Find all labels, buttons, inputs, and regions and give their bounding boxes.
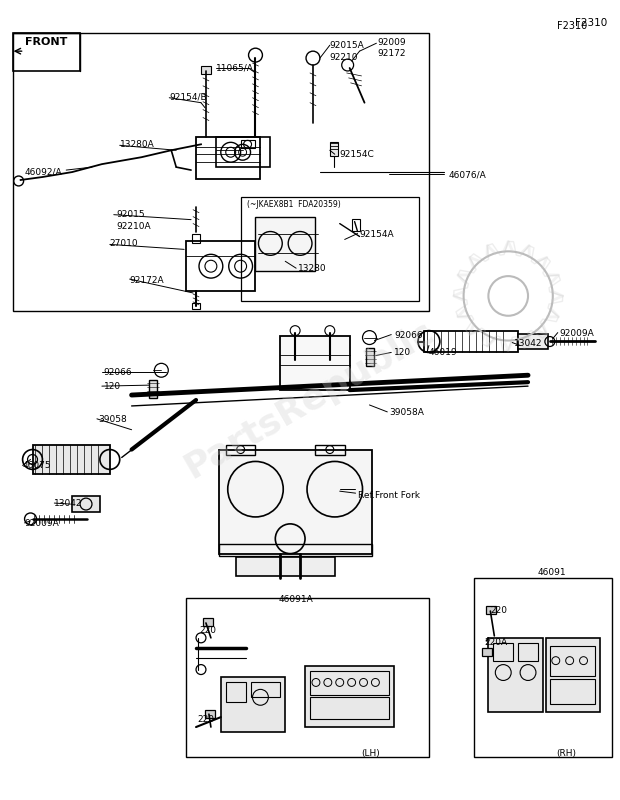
Bar [518, 643, 538, 661]
Bar [305, 666, 394, 727]
Text: FRONT: FRONT [25, 38, 68, 47]
Bar [203, 618, 213, 626]
Bar [424, 330, 518, 353]
Text: 46075: 46075 [22, 462, 51, 470]
Text: 92172A: 92172A [130, 276, 164, 285]
Text: 13042: 13042 [514, 338, 542, 347]
Bar [219, 450, 373, 554]
Text: 120: 120 [394, 349, 411, 358]
Text: 92210: 92210 [330, 53, 358, 62]
Bar [550, 679, 595, 704]
Text: 220: 220 [197, 715, 214, 724]
Text: 92009: 92009 [378, 38, 406, 47]
Text: 13280: 13280 [298, 264, 327, 274]
Bar [255, 217, 315, 271]
Bar [205, 710, 215, 718]
Text: 46091: 46091 [538, 569, 567, 578]
Text: 92154A: 92154A [360, 230, 394, 238]
Text: 27010: 27010 [110, 239, 138, 249]
Bar [186, 598, 429, 757]
Bar [221, 678, 285, 732]
Bar [72, 496, 100, 512]
Bar [489, 638, 543, 712]
Bar [474, 578, 613, 757]
Bar [546, 638, 600, 712]
Bar [494, 643, 513, 661]
Text: 92154C: 92154C [340, 150, 374, 159]
Bar [226, 682, 246, 702]
Bar [236, 557, 335, 577]
Text: 120: 120 [104, 382, 121, 391]
Polygon shape [12, 34, 72, 83]
Text: 92066: 92066 [394, 330, 423, 340]
Bar [315, 445, 345, 454]
Bar [366, 349, 374, 366]
Bar [487, 606, 497, 614]
Bar [482, 648, 492, 656]
Bar [192, 303, 200, 309]
Bar [352, 218, 360, 230]
Bar [310, 670, 389, 695]
Text: (~JKAEX8B1  FDA20359): (~JKAEX8B1 FDA20359) [247, 200, 340, 209]
Text: 46092/A: 46092/A [25, 167, 62, 176]
Text: 13042: 13042 [55, 499, 83, 508]
Text: 92009A: 92009A [560, 329, 595, 338]
Text: (RH): (RH) [556, 749, 576, 758]
Bar [201, 66, 211, 74]
Bar [241, 197, 419, 301]
Bar [186, 242, 255, 291]
Text: 220A: 220A [484, 638, 508, 647]
Bar [280, 335, 350, 390]
Text: 92210A: 92210A [117, 222, 151, 230]
Text: 92154/B: 92154/B [169, 93, 207, 102]
Text: PartsRepublic: PartsRepublic [179, 314, 441, 486]
Bar [149, 380, 157, 398]
Text: 220: 220 [490, 606, 507, 615]
Text: 46019: 46019 [429, 349, 458, 358]
Bar [216, 138, 270, 167]
Bar [550, 646, 595, 675]
Bar [518, 334, 548, 350]
Text: Ref.Front Fork: Ref.Front Fork [358, 491, 420, 500]
Bar [241, 140, 255, 148]
Text: 92009A: 92009A [25, 519, 60, 528]
Bar [192, 234, 200, 243]
Bar [12, 34, 429, 311]
Text: F2310: F2310 [575, 18, 608, 29]
Text: (LH): (LH) [361, 749, 380, 758]
Bar [250, 682, 280, 698]
Text: 11065/A: 11065/A [216, 63, 254, 72]
Text: 39058: 39058 [98, 415, 126, 424]
Bar [310, 698, 389, 719]
Bar [196, 138, 260, 179]
Text: 46076/A: 46076/A [449, 170, 487, 179]
Text: 92015A: 92015A [330, 42, 365, 50]
Bar [330, 142, 338, 156]
Text: 39058A: 39058A [389, 408, 424, 417]
Bar [12, 34, 80, 71]
Text: 220: 220 [199, 626, 216, 635]
Text: 46091A: 46091A [278, 595, 313, 604]
Text: 92172: 92172 [378, 49, 406, 58]
Bar [226, 445, 255, 454]
Text: 92066: 92066 [104, 368, 133, 378]
Bar [219, 544, 373, 555]
Bar [32, 445, 110, 474]
Text: F2310: F2310 [557, 22, 588, 31]
Text: 13280A: 13280A [120, 140, 154, 150]
Text: 92015: 92015 [117, 210, 145, 218]
